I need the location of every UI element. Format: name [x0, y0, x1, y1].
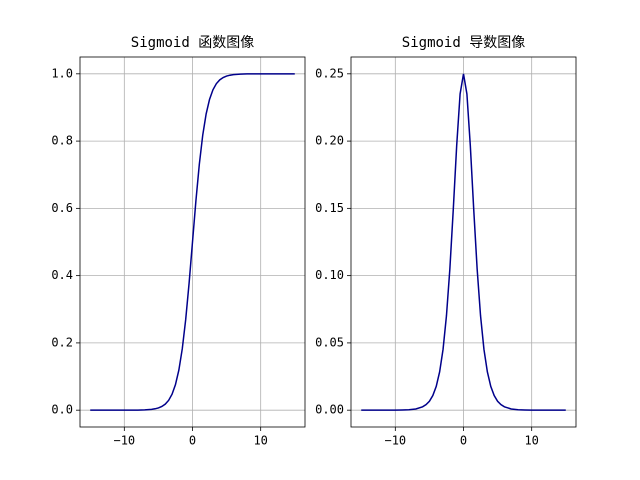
y-tick-label: 0.25 — [315, 66, 344, 80]
x-tick-label: −10 — [384, 434, 406, 448]
x-tick-label: 0 — [189, 434, 196, 448]
chart-title: Sigmoid 函数图像 — [131, 35, 254, 51]
y-tick-label: 0.6 — [51, 201, 73, 215]
x-tick-label: 10 — [253, 434, 267, 448]
line — [90, 73, 295, 411]
y-tick-label: 0.2 — [51, 335, 73, 349]
x-tick-label: −10 — [113, 434, 135, 448]
y-tick-label: 1.0 — [51, 66, 73, 80]
y-tick-label: 0.8 — [51, 134, 73, 148]
y-tick-label: 0.00 — [315, 403, 344, 417]
x-tick-label: 10 — [524, 434, 538, 448]
y-tick-label: 0.0 — [51, 403, 73, 417]
y-tick-label: 0.15 — [315, 201, 344, 215]
y-tick-label: 0.05 — [315, 335, 344, 349]
y-tick-label: 0.10 — [315, 268, 344, 282]
axes-frame — [350, 56, 577, 428]
y-tick-label: 0.4 — [51, 268, 73, 282]
axes-frame — [79, 56, 306, 428]
chart-title: Sigmoid 导数图像 — [402, 35, 525, 51]
x-tick-label: 0 — [460, 434, 467, 448]
y-tick-label: 0.20 — [315, 134, 344, 148]
line — [361, 73, 566, 411]
